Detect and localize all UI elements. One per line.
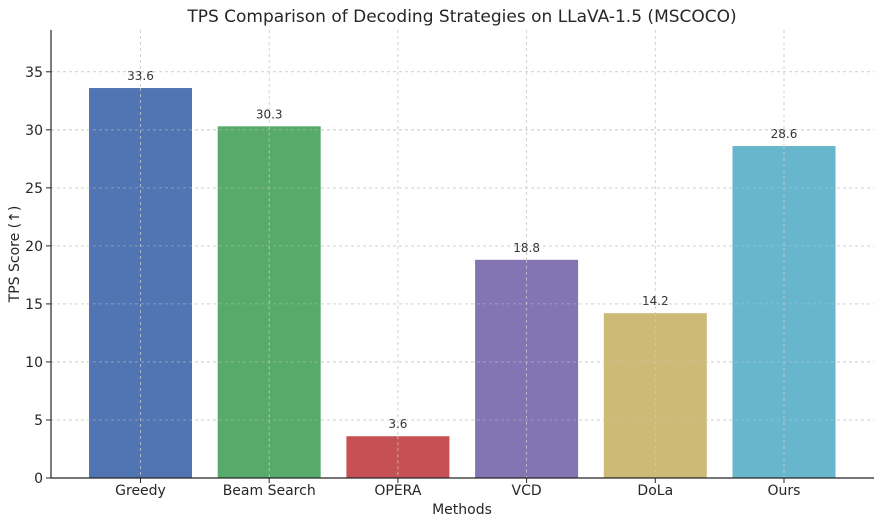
x-tick-label: VCD xyxy=(512,483,542,499)
y-tick-label: 25 xyxy=(25,181,43,197)
y-tick-label: 35 xyxy=(25,65,43,81)
bar-value-label: 28.6 xyxy=(771,127,798,141)
bar-value-label: 30.3 xyxy=(256,107,283,121)
x-axis-label: Methods xyxy=(432,502,492,518)
x-tick-label: Ours xyxy=(768,483,801,499)
x-tick-label: OPERA xyxy=(374,483,421,499)
bar-value-label: 14.2 xyxy=(642,294,669,308)
y-tick-label: 15 xyxy=(25,297,43,313)
x-tick-label: DoLa xyxy=(637,483,673,499)
x-tick-label: Greedy xyxy=(115,483,166,499)
y-tick-label: 30 xyxy=(25,123,43,139)
y-tick-label: 5 xyxy=(34,413,43,429)
chart-title: TPS Comparison of Decoding Strategies on… xyxy=(186,7,736,27)
bar-dola xyxy=(603,313,707,478)
bar-value-label: 33.6 xyxy=(127,69,154,83)
axes: 0 5 10 15 20 25 30 35 Greedy Beam Search OPERA VCD D… xyxy=(25,30,874,499)
bar-value-label: 18.8 xyxy=(513,241,540,255)
x-tick-label: Beam Search xyxy=(223,483,316,499)
bars: 33.6 30.3 3.6 18.8 14.2 28.6 xyxy=(51,69,874,478)
y-axis-label: TPS Score (↑) xyxy=(7,206,23,304)
y-tick-label: 10 xyxy=(25,355,43,371)
y-tick-label: 20 xyxy=(25,239,43,255)
bar-value-label: 3.6 xyxy=(388,417,407,431)
y-tick-label: 0 xyxy=(34,471,43,487)
